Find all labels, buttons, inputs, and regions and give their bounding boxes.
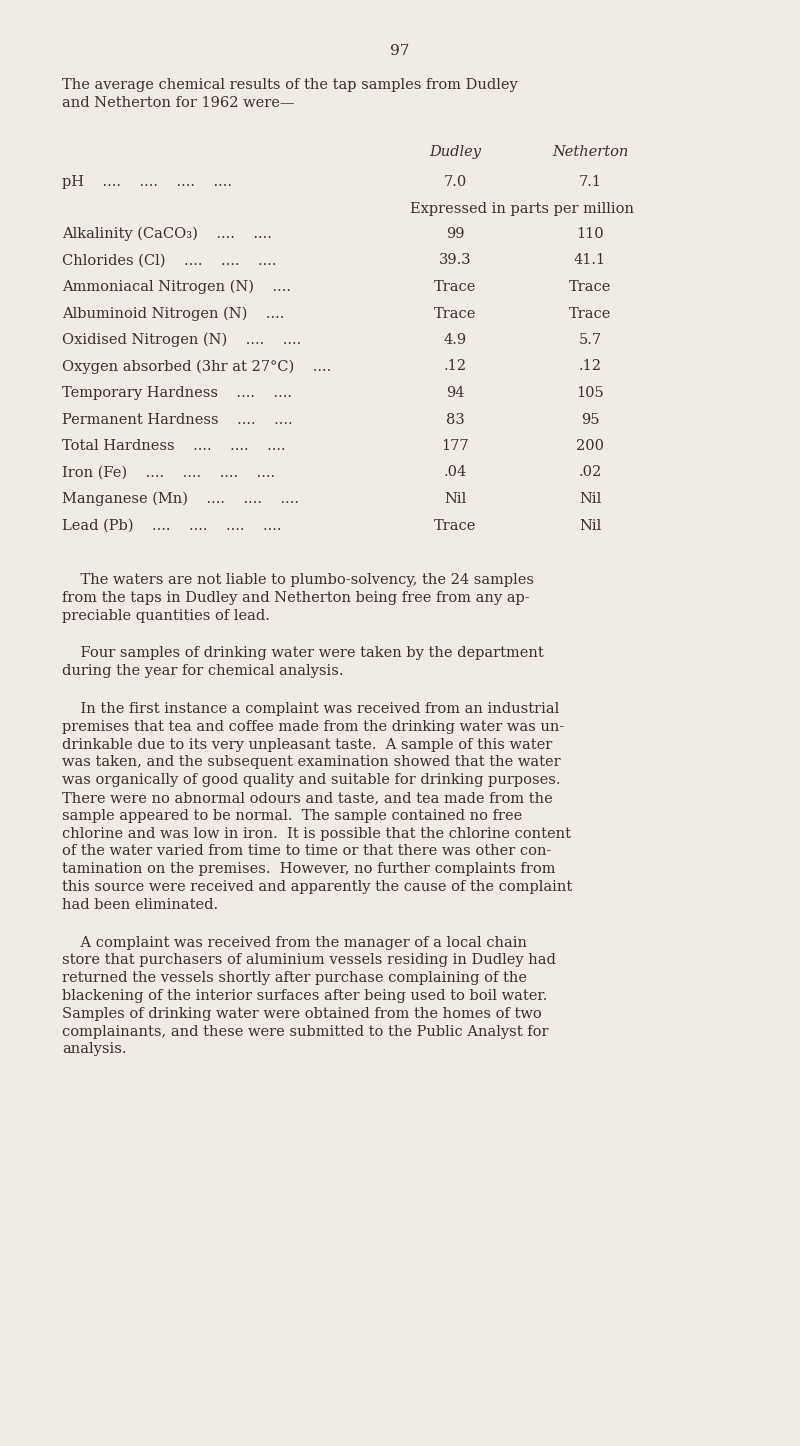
- Text: Trace: Trace: [569, 281, 611, 294]
- Text: complainants, and these were submitted to the Public Analyst for: complainants, and these were submitted t…: [62, 1025, 549, 1038]
- Text: premises that tea and coffee made from the drinking water was un-: premises that tea and coffee made from t…: [62, 720, 564, 733]
- Text: from the taps in Dudley and Netherton being free from any ap-: from the taps in Dudley and Netherton be…: [62, 591, 530, 604]
- Text: sample appeared to be normal.  The sample contained no free: sample appeared to be normal. The sample…: [62, 808, 522, 823]
- Text: 39.3: 39.3: [438, 253, 471, 268]
- Text: Albuminoid Nitrogen (N)    ....: Albuminoid Nitrogen (N) ....: [62, 307, 284, 321]
- Text: .12: .12: [443, 360, 466, 373]
- Text: 177: 177: [441, 440, 469, 453]
- Text: was organically of good quality and suitable for drinking purposes.: was organically of good quality and suit…: [62, 774, 561, 787]
- Text: store that purchasers of aluminium vessels residing in Dudley had: store that purchasers of aluminium vesse…: [62, 953, 556, 967]
- Text: Trace: Trace: [434, 307, 476, 321]
- Text: 7.0: 7.0: [443, 175, 466, 189]
- Text: Four samples of drinking water were taken by the department: Four samples of drinking water were take…: [62, 646, 544, 661]
- Text: Samples of drinking water were obtained from the homes of two: Samples of drinking water were obtained …: [62, 1006, 542, 1021]
- Text: was taken, and the subsequent examination showed that the water: was taken, and the subsequent examinatio…: [62, 755, 561, 769]
- Text: had been eliminated.: had been eliminated.: [62, 898, 218, 912]
- Text: Iron (Fe)    ....    ....    ....    ....: Iron (Fe) .... .... .... ....: [62, 466, 275, 480]
- Text: during the year for chemical analysis.: during the year for chemical analysis.: [62, 664, 343, 678]
- Text: Nil: Nil: [579, 519, 601, 532]
- Text: Lead (Pb)    ....    ....    ....    ....: Lead (Pb) .... .... .... ....: [62, 519, 282, 532]
- Text: Temporary Hardness    ....    ....: Temporary Hardness .... ....: [62, 386, 292, 401]
- Text: .12: .12: [578, 360, 602, 373]
- Text: A complaint was received from the manager of a local chain: A complaint was received from the manage…: [62, 936, 527, 950]
- Text: Total Hardness    ....    ....    ....: Total Hardness .... .... ....: [62, 440, 286, 453]
- Text: returned the vessels shortly after purchase complaining of the: returned the vessels shortly after purch…: [62, 972, 527, 985]
- Text: Netherton: Netherton: [552, 145, 628, 159]
- Text: analysis.: analysis.: [62, 1043, 126, 1057]
- Text: 7.1: 7.1: [578, 175, 602, 189]
- Text: There were no abnormal odours and taste, and tea made from the: There were no abnormal odours and taste,…: [62, 791, 553, 805]
- Text: The average chemical results of the tap samples from Dudley: The average chemical results of the tap …: [62, 78, 518, 93]
- Text: 83: 83: [446, 412, 464, 427]
- Text: Nil: Nil: [444, 492, 466, 506]
- Text: Alkalinity (CaCO₃)    ....    ....: Alkalinity (CaCO₃) .... ....: [62, 227, 272, 241]
- Text: Chlorides (Cl)    ....    ....    ....: Chlorides (Cl) .... .... ....: [62, 253, 277, 268]
- Text: 110: 110: [576, 227, 604, 241]
- Text: 41.1: 41.1: [574, 253, 606, 268]
- Text: Trace: Trace: [434, 281, 476, 294]
- Text: Ammoniacal Nitrogen (N)    ....: Ammoniacal Nitrogen (N) ....: [62, 281, 291, 295]
- Text: Manganese (Mn)    ....    ....    ....: Manganese (Mn) .... .... ....: [62, 492, 299, 506]
- Text: 95: 95: [581, 412, 599, 427]
- Text: 4.9: 4.9: [443, 333, 466, 347]
- Text: Permanent Hardness    ....    ....: Permanent Hardness .... ....: [62, 412, 293, 427]
- Text: 200: 200: [576, 440, 604, 453]
- Text: pH    ....    ....    ....    ....: pH .... .... .... ....: [62, 175, 232, 189]
- Text: blackening of the interior surfaces after being used to boil water.: blackening of the interior surfaces afte…: [62, 989, 547, 1004]
- Text: 99: 99: [446, 227, 464, 241]
- Text: Oxygen absorbed (3hr at 27°C)    ....: Oxygen absorbed (3hr at 27°C) ....: [62, 360, 331, 375]
- Text: 97: 97: [390, 43, 410, 58]
- Text: 5.7: 5.7: [578, 333, 602, 347]
- Text: this source were received and apparently the cause of the complaint: this source were received and apparently…: [62, 881, 572, 894]
- Text: drinkable due to its very unpleasant taste.  A sample of this water: drinkable due to its very unpleasant tas…: [62, 737, 552, 752]
- Text: chlorine and was low in iron.  It is possible that the chlorine content: chlorine and was low in iron. It is poss…: [62, 827, 571, 840]
- Text: .04: .04: [443, 466, 466, 480]
- Text: In the first instance a complaint was received from an industrial: In the first instance a complaint was re…: [62, 701, 559, 716]
- Text: Oxidised Nitrogen (N)    ....    ....: Oxidised Nitrogen (N) .... ....: [62, 333, 302, 347]
- Text: preciable quantities of lead.: preciable quantities of lead.: [62, 609, 270, 623]
- Text: of the water varied from time to time or that there was other con-: of the water varied from time to time or…: [62, 844, 551, 859]
- Text: Expressed in parts per million: Expressed in parts per million: [410, 201, 634, 215]
- Text: 94: 94: [446, 386, 464, 401]
- Text: Dudley: Dudley: [429, 145, 481, 159]
- Text: .02: .02: [578, 466, 602, 480]
- Text: 105: 105: [576, 386, 604, 401]
- Text: tamination on the premises.  However, no further complaints from: tamination on the premises. However, no …: [62, 862, 555, 876]
- Text: Nil: Nil: [579, 492, 601, 506]
- Text: Trace: Trace: [569, 307, 611, 321]
- Text: The waters are not liable to plumbo-solvency, the 24 samples: The waters are not liable to plumbo-solv…: [62, 573, 534, 587]
- Text: Trace: Trace: [434, 519, 476, 532]
- Text: and Netherton for 1962 were—: and Netherton for 1962 were—: [62, 95, 294, 110]
